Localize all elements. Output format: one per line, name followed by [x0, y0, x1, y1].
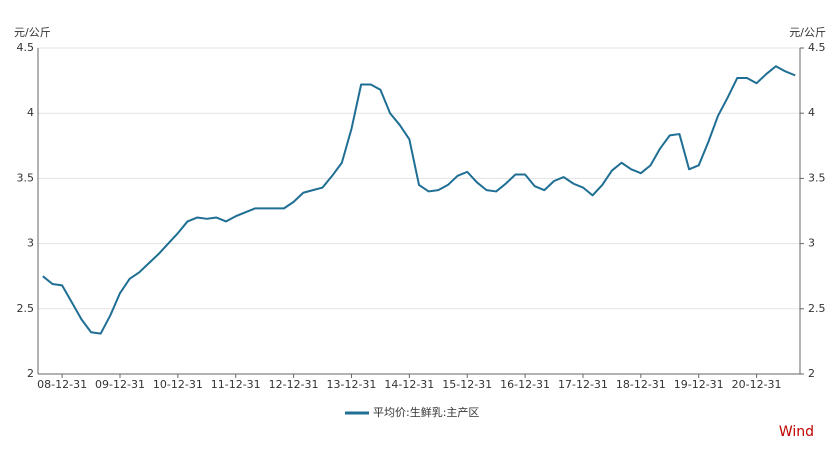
y2-tick-label: 2.5: [808, 302, 826, 315]
x-tick-label: 16-12-31: [500, 378, 550, 391]
x-tick-label: 17-12-31: [558, 378, 608, 391]
y-tick-label: 3.5: [17, 171, 35, 184]
line-series: [42, 65, 796, 335]
y-tick-label: 4.5: [17, 41, 35, 54]
legend-label: 平均价:生鲜乳:主产区: [373, 405, 479, 419]
x-tick-label: 10-12-31: [153, 378, 203, 391]
x-tick-label: 20-12-31: [732, 378, 782, 391]
y-tick-label: 2: [27, 367, 34, 380]
y2-tick-label: 4: [808, 106, 815, 119]
x-tick-label: 09-12-31: [95, 378, 145, 391]
y-axis-unit: 元/公斤: [14, 26, 51, 39]
y2-tick-label: 2: [808, 367, 815, 380]
x-tick-label: 08-12-31: [37, 378, 87, 391]
y-tick-label: 2.5: [17, 302, 35, 315]
watermark: Wind: [779, 424, 814, 440]
y2-tick-label: 4.5: [808, 41, 826, 54]
x-tick-label: 15-12-31: [442, 378, 492, 391]
x-tick-label: 12-12-31: [269, 378, 319, 391]
y-tick-label: 3: [27, 237, 34, 250]
y-tick-label: 4: [27, 106, 34, 119]
x-tick-label: 11-12-31: [211, 378, 261, 391]
y2-tick-label: 3: [808, 237, 815, 250]
x-tick-label: 13-12-31: [327, 378, 377, 391]
x-tick-label: 19-12-31: [674, 378, 724, 391]
x-tick-label: 14-12-31: [384, 378, 434, 391]
y2-tick-label: 3.5: [808, 171, 826, 184]
y2-axis-unit: 元/公斤: [789, 26, 826, 39]
x-tick-label: 18-12-31: [616, 378, 666, 391]
